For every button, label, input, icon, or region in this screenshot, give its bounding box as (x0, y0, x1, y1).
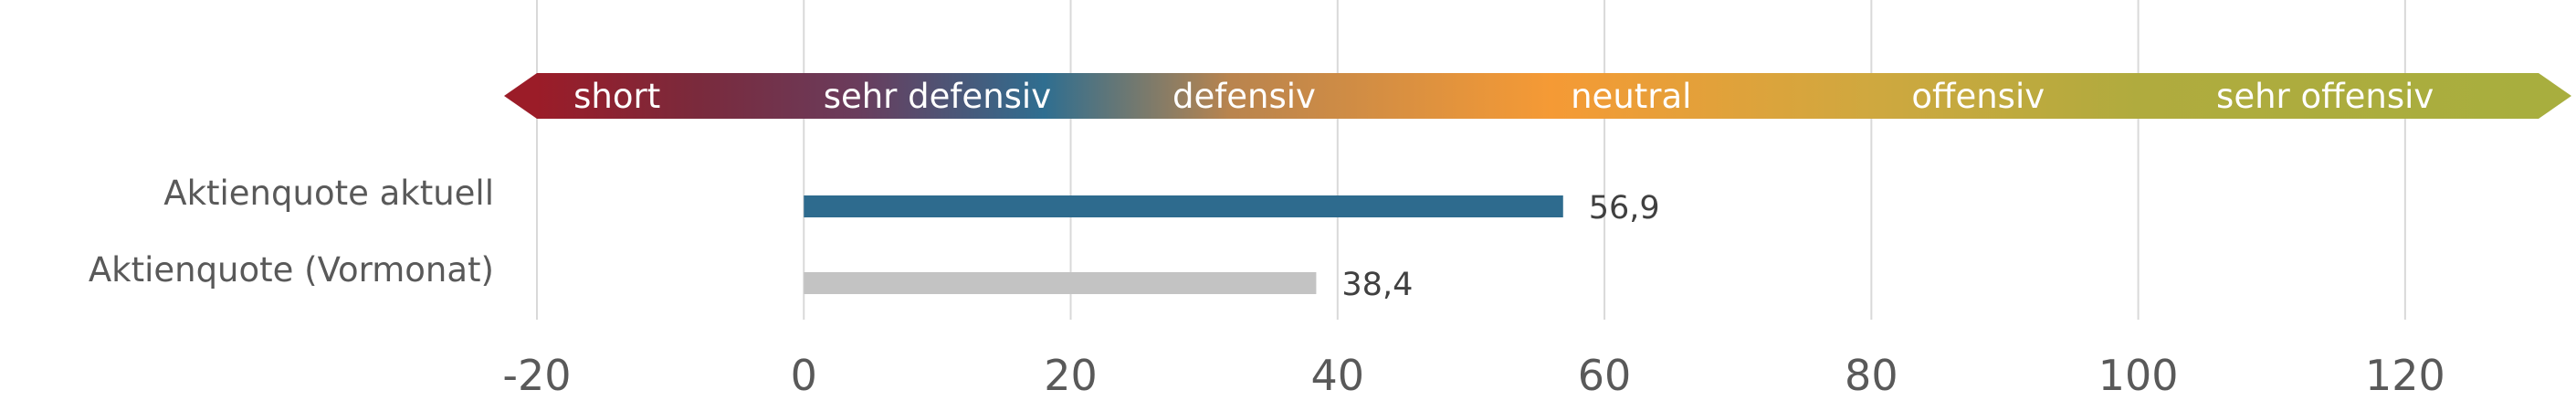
category-label: Aktienquote aktuell (163, 174, 494, 213)
bar (804, 272, 1317, 294)
tick-label: 0 (791, 351, 817, 400)
x-axis-ticks: -20 0 20 40 60 80 100 120 (502, 351, 2445, 400)
band-label: offensiv (1911, 77, 2045, 116)
scale-band: short sehr defensiv defensiv neutral offensi… (504, 73, 2571, 119)
gridlines (536, 0, 2406, 320)
category-label: Aktienquote (Vormonat) (89, 250, 494, 290)
tick-label: 20 (1044, 351, 1098, 400)
band-label: short (573, 77, 660, 116)
tick-label: 60 (1578, 351, 1632, 400)
bar (804, 195, 1563, 217)
data-label: 38,4 (1341, 267, 1413, 303)
band-label: defensiv (1172, 77, 1316, 116)
band-label: neutral (1571, 77, 1691, 116)
band-label: sehr defensiv (824, 77, 1051, 116)
band-label: sehr offensiv (2216, 77, 2434, 116)
scale-band-arrow (504, 73, 2571, 119)
tick-label: 80 (1845, 351, 1898, 400)
tick-label: 40 (1311, 351, 1365, 400)
category-labels: Aktienquote aktuell Aktienquote (Vormonat… (89, 174, 494, 290)
bars-group: 56,9 38,4 (804, 190, 1660, 303)
tick-label: 100 (2098, 351, 2179, 400)
data-label: 56,9 (1589, 190, 1660, 227)
tick-label: -20 (502, 351, 571, 400)
tick-label: 120 (2365, 351, 2445, 400)
